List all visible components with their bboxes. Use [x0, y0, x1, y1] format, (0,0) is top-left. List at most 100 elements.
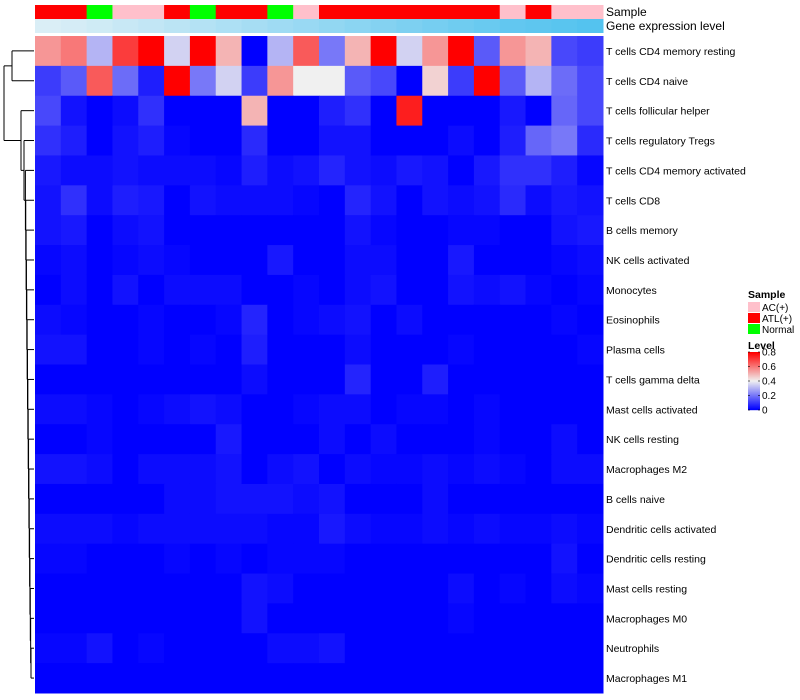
heatmap-cell	[241, 185, 268, 216]
expression-annotation-cell	[473, 19, 501, 33]
heatmap-cell	[448, 155, 475, 186]
level-legend-gradient-step	[748, 359, 760, 361]
heatmap-cell	[577, 394, 604, 425]
heatmap-cell	[319, 663, 346, 694]
heatmap-cell	[164, 483, 191, 515]
heatmap-cell	[293, 663, 320, 694]
heatmap-cell	[138, 304, 165, 336]
heatmap-cell	[86, 274, 113, 306]
heatmap-cell	[189, 483, 217, 515]
expression-annotation-cell	[189, 19, 217, 33]
level-legend-gradient-step	[748, 356, 760, 358]
heatmap-cell	[138, 633, 165, 664]
heatmap-cell	[422, 633, 449, 664]
heatmap-cell	[215, 215, 243, 246]
heatmap-cell	[448, 483, 475, 515]
heatmap-cell	[319, 364, 346, 395]
heatmap-cell	[112, 274, 139, 306]
heatmap-cell	[86, 573, 113, 604]
heatmap-cell	[293, 603, 320, 634]
heatmap-cell	[448, 334, 475, 365]
heatmap-cell	[86, 125, 113, 156]
level-legend-gradient-step	[748, 370, 760, 372]
heatmap-cell	[551, 364, 578, 395]
heatmap-cell	[473, 185, 501, 216]
heatmap-cell	[499, 603, 527, 634]
sample-annotation-cell	[525, 5, 552, 19]
heatmap-cell	[344, 543, 372, 575]
heatmap-cell	[396, 125, 423, 156]
heatmap-cell	[241, 215, 268, 246]
sample-legend-label: Normal	[762, 325, 794, 336]
heatmap-cell	[319, 245, 346, 276]
sample-annotation-cell	[370, 5, 397, 19]
heatmap-cell	[473, 36, 501, 67]
heatmap-cell	[448, 394, 475, 425]
heatmap-cell	[577, 95, 604, 127]
heatmap-cell	[499, 573, 527, 604]
heatmap-cell	[551, 185, 578, 216]
heatmap-cell	[112, 633, 139, 664]
heatmap-cell	[267, 573, 294, 604]
heatmap-cell	[138, 394, 165, 425]
heatmap-cell	[86, 95, 113, 127]
heatmap-cell	[344, 215, 372, 246]
expression-annotation-cell	[164, 19, 191, 33]
heatmap-cell	[86, 454, 113, 485]
heatmap-cell	[215, 513, 243, 545]
heatmap-cell	[241, 95, 268, 127]
heatmap-cell	[499, 185, 527, 216]
heatmap-cell	[473, 424, 501, 455]
heatmap-cell	[293, 364, 320, 395]
heatmap-cell	[551, 274, 578, 306]
row-label: Macrophages M2	[606, 464, 687, 476]
heatmap-cell	[499, 65, 527, 97]
sample-annotation-cell	[577, 5, 604, 19]
expression-annotation-label: Gene expression level	[606, 19, 725, 33]
heatmap-cell	[241, 334, 268, 365]
heatmap-cell	[525, 155, 552, 186]
heatmap-cell	[112, 663, 139, 694]
heatmap-cell	[551, 215, 578, 246]
heatmap-cell	[35, 603, 62, 634]
heatmap-cell	[344, 125, 372, 156]
level-legend-gradient-step	[748, 390, 760, 392]
heatmap-cell	[577, 364, 604, 395]
heatmap-cell	[551, 334, 578, 365]
heatmap-cell	[577, 334, 604, 365]
heatmap-cell	[448, 543, 475, 575]
level-legend-gradient-step	[748, 398, 760, 400]
heatmap-cell	[112, 394, 139, 425]
heatmap-cell	[86, 603, 113, 634]
row-label: T cells regulatory Tregs	[606, 136, 715, 148]
sample-annotation-cell	[267, 5, 294, 19]
heatmap-cell	[344, 603, 372, 634]
level-legend-gradient-step	[748, 388, 760, 390]
sample-annotation-cell	[293, 5, 320, 19]
heatmap-cell	[60, 394, 88, 425]
level-legend-gradient-step	[748, 364, 760, 366]
level-legend-gradient-step	[748, 365, 760, 367]
heatmap-cell	[344, 274, 372, 306]
heatmap-cell	[189, 215, 217, 246]
heatmap-cell	[138, 483, 165, 515]
heatmap-cell	[215, 36, 243, 67]
heatmap-cell	[473, 304, 501, 336]
heatmap-cell	[86, 424, 113, 455]
level-legend-gradient-step	[748, 374, 760, 376]
heatmap-cell	[138, 334, 165, 365]
heatmap-cell	[577, 125, 604, 156]
heatmap-cell	[473, 274, 501, 306]
heatmap-cell	[35, 483, 62, 515]
heatmap-cell	[293, 424, 320, 455]
heatmap-cell	[60, 155, 88, 186]
level-legend-gradient-step	[748, 402, 760, 404]
heatmap-cell	[525, 65, 552, 97]
sample-legend-swatch	[748, 313, 760, 323]
sample-legend-swatch	[748, 324, 760, 334]
heatmap-cell	[344, 185, 372, 216]
heatmap-cell	[60, 334, 88, 365]
heatmap-cell	[215, 95, 243, 127]
level-legend-label: 0	[762, 406, 768, 417]
level-legend-gradient-step	[748, 362, 760, 364]
